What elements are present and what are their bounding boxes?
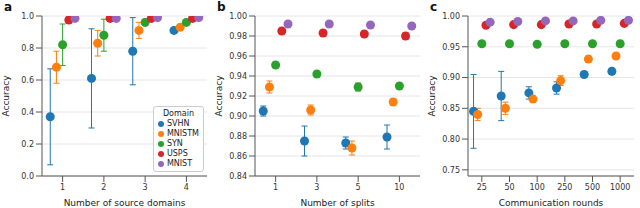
svg-text:Accuracy: Accuracy	[214, 75, 224, 117]
svg-text:0.92: 0.92	[229, 92, 247, 101]
svg-text:Number of splits: Number of splits	[300, 198, 374, 208]
html-text:b: b	[217, 0, 226, 14]
svg-text:0.96: 0.96	[229, 52, 247, 61]
html-text:USPS: USPS	[166, 149, 188, 158]
svg-text:25: 25	[477, 183, 487, 192]
svg-text:1.00: 1.00	[229, 12, 247, 21]
svg-text:0.8: 0.8	[21, 44, 34, 53]
html-text:c: c	[430, 0, 438, 14]
svg-text:0.84: 0.84	[229, 172, 247, 181]
svg-text:0.2: 0.2	[21, 140, 34, 149]
svg-text:0.95: 0.95	[442, 43, 460, 52]
svg-text:Accuracy: Accuracy	[8, 75, 11, 117]
svg-text:0.90: 0.90	[229, 112, 247, 121]
svg-text:1: 1	[60, 183, 65, 192]
svg-text:5: 5	[356, 183, 361, 192]
svg-text:10: 10	[394, 183, 404, 192]
svg-text:4: 4	[184, 183, 189, 192]
html-text:MNISTM: MNISTM	[166, 129, 199, 138]
svg-text:250: 250	[557, 183, 572, 192]
svg-text:1000: 1000	[610, 183, 630, 192]
svg-text:0.75: 0.75	[442, 166, 460, 175]
svg-text:100: 100	[530, 183, 545, 192]
svg-text:Accuracy: Accuracy	[427, 75, 437, 117]
svg-text:0.98: 0.98	[229, 32, 247, 41]
svg-text:1.0: 1.0	[21, 12, 34, 21]
html-text:a: a	[4, 0, 13, 14]
svg-text:1: 1	[273, 183, 278, 192]
html-text:SVHN: SVHN	[166, 119, 190, 128]
html-text:SYN: SYN	[166, 139, 183, 148]
svg-text:3: 3	[143, 183, 148, 192]
svg-text:0.86: 0.86	[229, 152, 247, 161]
html-text:MNIST: MNIST	[166, 159, 193, 168]
svg-text:0.88: 0.88	[229, 132, 247, 141]
svg-text:0.90: 0.90	[442, 73, 460, 82]
svg-text:2: 2	[101, 183, 106, 192]
svg-text:3: 3	[314, 183, 319, 192]
svg-text:0.85: 0.85	[442, 104, 460, 113]
svg-text:0.4: 0.4	[21, 108, 34, 117]
html-text:Domain: Domain	[162, 109, 194, 118]
svg-text:Number of source domains: Number of source domains	[64, 198, 186, 208]
svg-text:0.80: 0.80	[442, 135, 460, 144]
svg-text:1.00: 1.00	[442, 12, 460, 21]
svg-text:0.6: 0.6	[21, 76, 34, 85]
svg-text:50: 50	[504, 183, 514, 192]
svg-text:0.94: 0.94	[229, 72, 247, 81]
svg-text:0.0: 0.0	[21, 172, 34, 181]
svg-text:500: 500	[585, 183, 600, 192]
svg-text:Communication rounds: Communication rounds	[499, 198, 604, 208]
